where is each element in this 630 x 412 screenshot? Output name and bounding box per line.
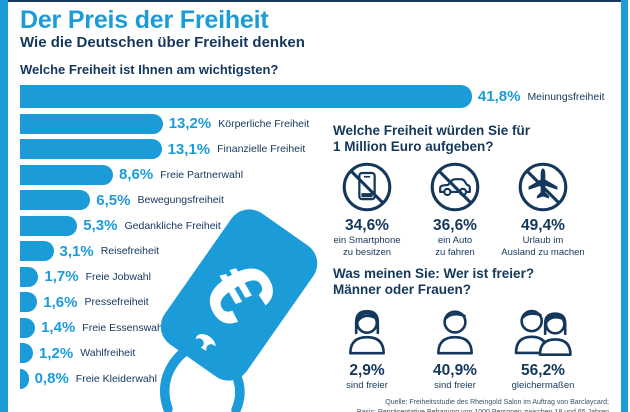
- bar: [20, 139, 162, 159]
- stat-label: zu fahren: [435, 246, 475, 258]
- bar-row: 13,1% Finanzielle Freiheit: [20, 139, 618, 159]
- question-million-line2: 1 Million Euro aufgeben?: [333, 139, 494, 154]
- tag-string-right: [206, 344, 245, 412]
- bar-row: 41,8% Meinungsfreiheit: [20, 85, 618, 108]
- bar: [20, 190, 91, 210]
- bar: [20, 113, 163, 134]
- bar-label: Pressefreiheit: [84, 296, 149, 308]
- euro-price-tag-graphic: €: [160, 209, 318, 412]
- stat-item: 56,2% gleichermaßen: [499, 301, 587, 392]
- tag-string-left: [160, 338, 204, 412]
- stat-value: 34,6%: [345, 217, 389, 234]
- question-million-euro: Welche Freiheit würden Sie für 1 Million…: [333, 123, 530, 155]
- bar-value: 13,2%: [168, 115, 212, 132]
- stat-item: 36,6% ein Auto zu fahren: [411, 160, 499, 259]
- stat-value: 2,9%: [349, 362, 385, 379]
- bar: [20, 292, 38, 312]
- no-smartphone-icon: [340, 160, 394, 214]
- bar-label: Bewegungsfreiheit: [137, 194, 224, 206]
- stat-label: zu besitzen: [342, 246, 392, 258]
- source-line-1: Quelle: Freiheitsstudie des Rheingold Sa…: [385, 399, 609, 407]
- bar: [20, 317, 36, 338]
- bar-value: 13,1%: [167, 140, 211, 158]
- bar: [20, 343, 33, 363]
- bar-row: 5,3% Gedankliche Freiheit: [20, 215, 618, 236]
- stat-value: 36,6%: [433, 217, 477, 234]
- bar-value: 1,2%: [39, 344, 74, 362]
- left-border-stripe: [0, 0, 8, 412]
- bar-label: Finanzielle Freiheit: [217, 143, 306, 155]
- stat-label: gleichermaßen: [511, 380, 575, 391]
- top-border-line: [8, 0, 621, 2]
- source-line-2: Basis: Repräsentative Befragung von 1000…: [357, 408, 609, 412]
- bar-label: Freie Kleiderwahl: [75, 372, 157, 385]
- bar: [20, 164, 113, 185]
- bar-row: 0,8% Freie Kleiderwahl: [20, 368, 618, 389]
- right-border-stripe: [621, 0, 628, 412]
- man-and-woman-icon: [505, 301, 581, 359]
- stat-value: 56,2%: [521, 362, 565, 379]
- bar-value: 1,6%: [43, 293, 78, 311]
- bar-value: 0,8%: [34, 370, 69, 387]
- stat-item: 49,4% Urlaub im Ausland zu machen: [499, 160, 587, 259]
- question-who-is-freer: Was meinen Sie: Wer ist freier? Männer o…: [333, 266, 534, 298]
- stat-label: sind freier: [434, 380, 476, 391]
- question-million-line1: Welche Freiheit würden Sie für: [333, 123, 531, 138]
- bar-value: 1,7%: [44, 268, 79, 285]
- bar-row: 3,1% Reisefreiheit: [20, 241, 618, 261]
- man-icon: [429, 301, 481, 359]
- bar-row: 6,5% Bewegungsfreiheit: [20, 190, 618, 210]
- bar-value: 1,4%: [41, 319, 76, 336]
- bar-row: 13,2% Körperliche Freiheit: [20, 113, 618, 134]
- page-title: Der Preis der Freiheit: [20, 6, 269, 34]
- source-note: Quelle: Freiheitsstudie des Rheingold Sa…: [357, 398, 609, 412]
- bar: [20, 266, 39, 287]
- no-plane-icon: [516, 160, 570, 214]
- page-subtitle: Wie die Deutschen über Freiheit denken: [20, 34, 305, 51]
- stat-value: 40,9%: [433, 362, 477, 379]
- stat-label: ein Auto: [437, 235, 473, 246]
- stat-item: 40,9% sind freier: [411, 301, 499, 392]
- no-car-icon: [428, 160, 482, 214]
- woman-icon: [341, 301, 393, 359]
- million-euro-stats: 34,6% ein Smartphone zu besitzen 36,6% ein …: [323, 160, 587, 259]
- stat-value: 49,4%: [521, 217, 565, 234]
- bar-label: Wahlfreiheit: [80, 347, 136, 359]
- bar-value: 41,8%: [477, 88, 521, 105]
- bar-row: 1,6% Pressefreiheit: [20, 292, 618, 312]
- stat-label: sind freier: [346, 380, 388, 391]
- bar-value: 6,5%: [96, 191, 131, 209]
- stat-label: Ausland zu machen: [501, 246, 585, 258]
- bar-label: Körperliche Freiheit: [218, 117, 310, 130]
- bar: [20, 368, 29, 389]
- bar-row: 1,7% Freie Jobwahl: [20, 266, 618, 287]
- bar-label: Gedankliche Freiheit: [124, 219, 221, 232]
- who-is-freer-stats: 2,9% sind freier 40,9% sind freier 56,2% gl…: [323, 301, 587, 392]
- question-freer-line1: Was meinen Sie: Wer ist freier?: [333, 266, 535, 281]
- bar-row: 8,6% Freie Partnerwahl: [20, 164, 618, 185]
- bar-label: Meinungsfreiheit: [527, 90, 605, 103]
- bar: [20, 85, 472, 108]
- stat-item: 2,9% sind freier: [323, 301, 411, 392]
- bar-label: Freie Essenswahl: [82, 321, 166, 334]
- bar-value: 8,6%: [119, 166, 154, 183]
- stat-label: Urlaub im: [522, 235, 564, 246]
- stat-label: ein Smartphone: [333, 235, 401, 246]
- stat-item: 34,6% ein Smartphone zu besitzen: [323, 160, 411, 259]
- bar-value: 3,1%: [59, 242, 94, 260]
- bar-label: Reisefreiheit: [100, 245, 160, 257]
- importance-bar-chart: 41,8% Meinungsfreiheit 13,2% Körperliche Fr…: [20, 85, 618, 394]
- bar-label: Freie Jobwahl: [85, 270, 151, 283]
- bar: [20, 215, 78, 236]
- bar-row: 1,2% Wahlfreiheit: [20, 343, 618, 363]
- question-importance: Welche Freiheit ist Ihnen am wichtigsten…: [20, 62, 279, 77]
- bar: [20, 241, 54, 261]
- question-freer-line2: Männer oder Frauen?: [333, 282, 472, 297]
- bar-value: 5,3%: [83, 217, 118, 234]
- bar-label: Freie Partnerwahl: [160, 168, 244, 181]
- bar-row: 1,4% Freie Essenswahl: [20, 317, 618, 338]
